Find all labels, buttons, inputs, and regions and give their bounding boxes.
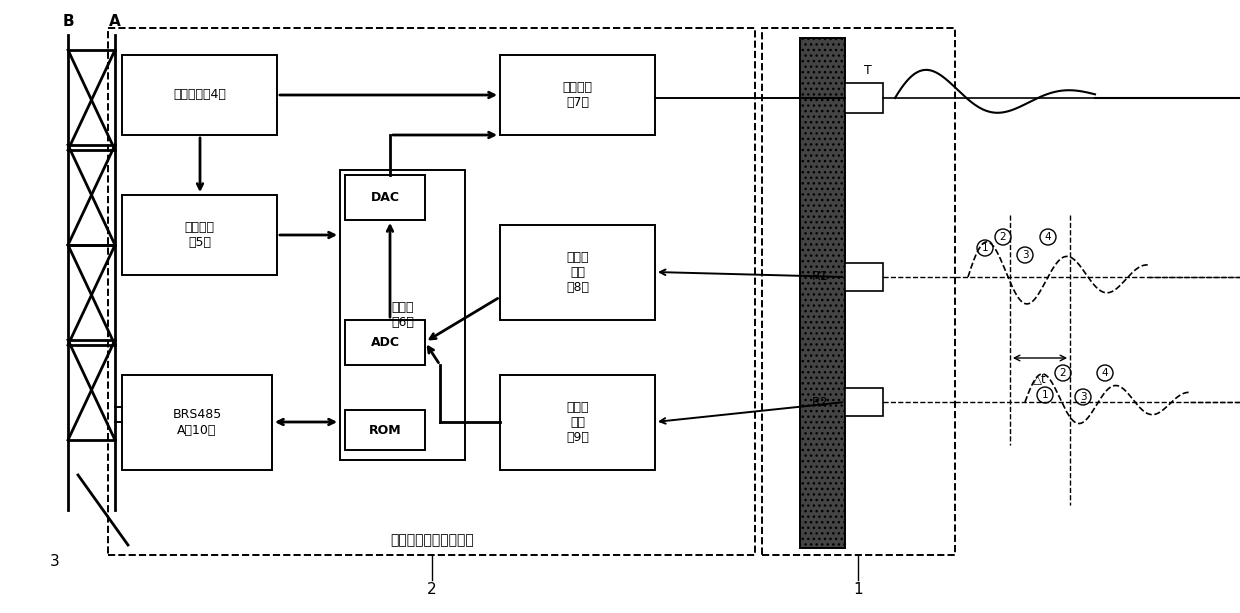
Bar	[345, 175, 425, 220]
Bar	[345, 320, 425, 365]
Text: 1: 1	[1042, 390, 1048, 400]
Text: 2: 2	[428, 582, 436, 598]
Text: 电源输入（4）: 电源输入（4）	[174, 88, 226, 102]
Bar	[844, 388, 883, 416]
Text: DAC: DAC	[371, 191, 399, 204]
Text: B: B	[62, 15, 74, 29]
Bar	[340, 170, 465, 460]
Bar	[800, 38, 844, 548]
Bar	[122, 55, 277, 135]
Text: T: T	[864, 64, 872, 77]
Text: 驱动放大
（7）: 驱动放大 （7）	[563, 81, 593, 109]
Text: A: A	[109, 15, 120, 29]
Text: R1: R1	[811, 270, 828, 283]
Bar	[122, 375, 272, 470]
Bar	[500, 225, 655, 320]
Text: ADC: ADC	[371, 336, 399, 349]
Text: 稳压电路
（5）: 稳压电路 （5）	[185, 221, 215, 249]
Text: 剪切波速信号处理电路: 剪切波速信号处理电路	[391, 533, 474, 547]
Bar	[122, 195, 277, 275]
Text: 电荷放
大器
（9）: 电荷放 大器 （9）	[567, 401, 589, 444]
Text: 1: 1	[982, 243, 988, 253]
Bar	[345, 410, 425, 450]
Text: 2: 2	[999, 232, 1007, 242]
Text: R2: R2	[811, 395, 828, 408]
Text: ROM: ROM	[368, 424, 402, 436]
Text: △t: △t	[1033, 372, 1047, 385]
Bar	[500, 375, 655, 470]
Bar	[500, 55, 655, 135]
Bar	[844, 83, 883, 113]
Bar	[108, 28, 755, 555]
Text: 3: 3	[1080, 392, 1086, 402]
Text: 3: 3	[1022, 250, 1028, 260]
Text: 4: 4	[1101, 368, 1109, 378]
Text: 1: 1	[853, 582, 863, 598]
Text: 4: 4	[1044, 232, 1052, 242]
Text: 电荷放
大器
（8）: 电荷放 大器 （8）	[565, 251, 589, 294]
Bar	[844, 263, 883, 291]
Text: BRS485
A（10）: BRS485 A（10）	[172, 408, 222, 436]
Text: 2: 2	[1060, 368, 1066, 378]
Bar	[763, 28, 955, 555]
Text: 单片机
（6）: 单片机 （6）	[391, 301, 414, 329]
Text: 3: 3	[50, 555, 60, 569]
